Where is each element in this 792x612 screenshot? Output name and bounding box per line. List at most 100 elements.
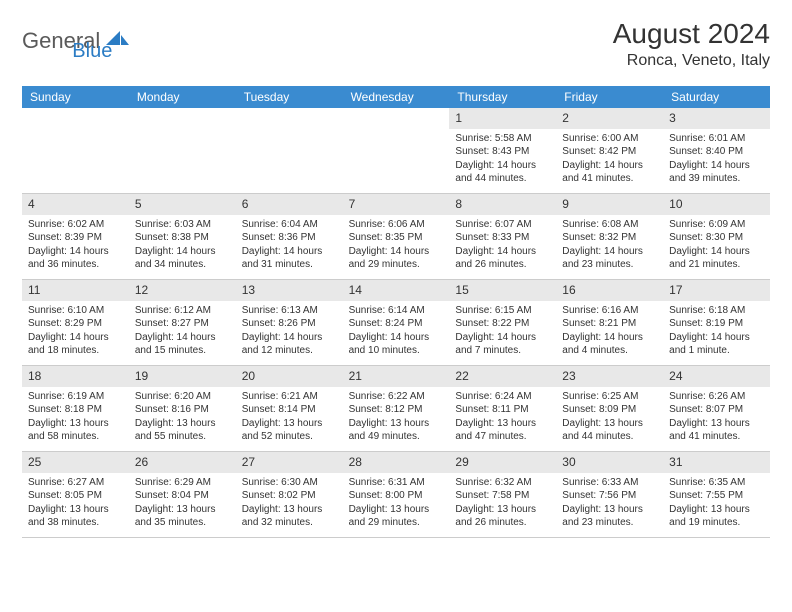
- week-row: 11Sunrise: 6:10 AMSunset: 8:29 PMDayligh…: [22, 280, 770, 366]
- day-number: 16: [562, 283, 575, 297]
- day-cell: 8 Sunrise: 6:07 AMSunset: 8:33 PMDaylight…: [449, 194, 556, 280]
- day-number-row: 4: [22, 194, 129, 215]
- day-number: 22: [455, 369, 468, 383]
- day-header: Wednesday: [343, 86, 450, 108]
- day-headers-row: SundayMondayTuesdayWednesdayThursdayFrid…: [22, 86, 770, 108]
- day-number: 28: [349, 455, 362, 469]
- day-number-row: 29: [449, 452, 556, 473]
- day-cell: [236, 108, 343, 194]
- day-cell: 11Sunrise: 6:10 AMSunset: 8:29 PMDayligh…: [22, 280, 129, 366]
- day-number-row: 28: [343, 452, 450, 473]
- day-number-row: 18: [22, 366, 129, 387]
- day-cell: 19 Sunrise: 6:20 AMSunset: 8:16 PMDayligh…: [129, 366, 236, 452]
- day-number: 6: [242, 197, 249, 211]
- day-info: Sunrise: 6:35 AMSunset: 7:55 PMDaylight:…: [669, 476, 764, 530]
- day-header: Sunday: [22, 86, 129, 108]
- day-info: Sunrise: 6:27 AMSunset: 8:05 PMDaylight:…: [28, 476, 123, 530]
- day-number-row: 3: [663, 108, 770, 129]
- day-number-row: 1: [449, 108, 556, 129]
- day-number-row: 13: [236, 280, 343, 301]
- day-number: 14: [349, 283, 362, 297]
- day-cell: 9Sunrise: 6:08 AMSunset: 8:32 PMDaylight…: [556, 194, 663, 280]
- day-number-row: 21: [343, 366, 450, 387]
- day-cell: 30Sunrise: 6:33 AMSunset: 7:56 PMDayligh…: [556, 452, 663, 538]
- day-cell: 28Sunrise: 6:31 AMSunset: 8:00 PMDayligh…: [343, 452, 450, 538]
- day-info: Sunrise: 6:03 AMSunset: 8:38 PMDaylight:…: [135, 218, 230, 272]
- day-info: Sunrise: 6:22 AMSunset: 8:12 PMDaylight:…: [349, 390, 444, 444]
- day-number: 21: [349, 369, 362, 383]
- day-number: 5: [135, 197, 142, 211]
- day-number-row: 24: [663, 366, 770, 387]
- day-cell: 21 Sunrise: 6:22 AMSunset: 8:12 PMDayligh…: [343, 366, 450, 452]
- day-info: Sunrise: 6:13 AMSunset: 8:26 PMDaylight:…: [242, 304, 337, 358]
- week-row: 18 Sunrise: 6:19 AMSunset: 8:18 PMDayligh…: [22, 366, 770, 452]
- day-number-row: 16: [556, 280, 663, 301]
- day-number-row: 19: [129, 366, 236, 387]
- day-number-row: 26: [129, 452, 236, 473]
- logo: General Blue: [22, 18, 112, 63]
- day-cell: 4Sunrise: 6:02 AMSunset: 8:39 PMDaylight…: [22, 194, 129, 280]
- day-number-row: 8: [449, 194, 556, 215]
- day-info: Sunrise: 6:32 AMSunset: 7:58 PMDaylight:…: [455, 476, 550, 530]
- day-number-row: 5: [129, 194, 236, 215]
- day-number: 7: [349, 197, 356, 211]
- day-number: 13: [242, 283, 255, 297]
- day-info: Sunrise: 6:14 AMSunset: 8:24 PMDaylight:…: [349, 304, 444, 358]
- day-info: Sunrise: 6:07 AMSunset: 8:33 PMDaylight:…: [455, 218, 550, 272]
- day-info: Sunrise: 6:29 AMSunset: 8:04 PMDaylight:…: [135, 476, 230, 530]
- day-number: 15: [455, 283, 468, 297]
- day-cell: 29 Sunrise: 6:32 AMSunset: 7:58 PMDayligh…: [449, 452, 556, 538]
- day-cell: 26 Sunrise: 6:29 AMSunset: 8:04 PMDayligh…: [129, 452, 236, 538]
- week-row: 1Sunrise: 5:58 AMSunset: 8:43 PMDaylight…: [22, 108, 770, 194]
- week-row: 4Sunrise: 6:02 AMSunset: 8:39 PMDaylight…: [22, 194, 770, 280]
- day-cell: 3Sunrise: 6:01 AMSunset: 8:40 PMDaylight…: [663, 108, 770, 194]
- day-number-row: 15: [449, 280, 556, 301]
- day-number: 18: [28, 369, 41, 383]
- day-info: Sunrise: 6:21 AMSunset: 8:14 PMDaylight:…: [242, 390, 337, 444]
- logo-text-blue: Blue: [72, 40, 112, 63]
- day-cell: 14 Sunrise: 6:14 AMSunset: 8:24 PMDayligh…: [343, 280, 450, 366]
- day-number-row: 9: [556, 194, 663, 215]
- day-number: 30: [562, 455, 575, 469]
- day-number-row: 11: [22, 280, 129, 301]
- day-info: Sunrise: 6:06 AMSunset: 8:35 PMDaylight:…: [349, 218, 444, 272]
- day-info: Sunrise: 6:15 AMSunset: 8:22 PMDaylight:…: [455, 304, 550, 358]
- day-info: Sunrise: 6:04 AMSunset: 8:36 PMDaylight:…: [242, 218, 337, 272]
- day-number-row: 27: [236, 452, 343, 473]
- day-number: 17: [669, 283, 682, 297]
- location: Ronca, Veneto, Italy: [613, 52, 770, 70]
- day-cell: 17Sunrise: 6:18 AMSunset: 8:19 PMDayligh…: [663, 280, 770, 366]
- day-number-row: 25: [22, 452, 129, 473]
- day-number: 26: [135, 455, 148, 469]
- day-info: Sunrise: 6:16 AMSunset: 8:21 PMDaylight:…: [562, 304, 657, 358]
- day-cell: 1Sunrise: 5:58 AMSunset: 8:43 PMDaylight…: [449, 108, 556, 194]
- day-number: 29: [455, 455, 468, 469]
- day-number-row: 6: [236, 194, 343, 215]
- header: General Blue August 2024 Ronca, Veneto, …: [22, 18, 770, 70]
- day-number: 31: [669, 455, 682, 469]
- day-cell: 18 Sunrise: 6:19 AMSunset: 8:18 PMDayligh…: [22, 366, 129, 452]
- day-number-row: 10: [663, 194, 770, 215]
- day-number: 19: [135, 369, 148, 383]
- day-number-row: 20: [236, 366, 343, 387]
- day-number: 9: [562, 197, 569, 211]
- day-number: 20: [242, 369, 255, 383]
- day-header: Monday: [129, 86, 236, 108]
- day-info: Sunrise: 6:19 AMSunset: 8:18 PMDaylight:…: [28, 390, 123, 444]
- day-number: 11: [28, 283, 40, 297]
- day-number-row: 22: [449, 366, 556, 387]
- day-cell: [129, 108, 236, 194]
- day-cell: 24 Sunrise: 6:26 AMSunset: 8:07 PMDayligh…: [663, 366, 770, 452]
- day-header: Thursday: [449, 86, 556, 108]
- day-number: 24: [669, 369, 682, 383]
- day-cell: 12Sunrise: 6:12 AMSunset: 8:27 PMDayligh…: [129, 280, 236, 366]
- day-info: Sunrise: 6:26 AMSunset: 8:07 PMDaylight:…: [669, 390, 764, 444]
- day-number-row: 7: [343, 194, 450, 215]
- day-number-row: 31: [663, 452, 770, 473]
- day-number: 25: [28, 455, 41, 469]
- day-cell: 7 Sunrise: 6:06 AMSunset: 8:35 PMDaylight…: [343, 194, 450, 280]
- day-info: Sunrise: 6:09 AMSunset: 8:30 PMDaylight:…: [669, 218, 764, 272]
- day-info: Sunrise: 6:20 AMSunset: 8:16 PMDaylight:…: [135, 390, 230, 444]
- day-cell: 16 Sunrise: 6:16 AMSunset: 8:21 PMDayligh…: [556, 280, 663, 366]
- day-number: 3: [669, 111, 676, 125]
